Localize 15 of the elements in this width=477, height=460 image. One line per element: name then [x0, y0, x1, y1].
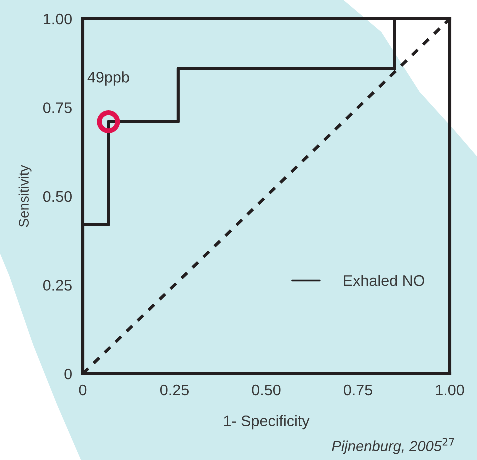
y-tick-label: 0	[64, 368, 72, 380]
y-axis-title: Sensitivity	[18, 165, 32, 228]
x-tick-label: 0.75	[344, 384, 372, 396]
y-tick-label: 0.75	[43, 102, 72, 114]
y-tick-label: 1.00	[44, 14, 72, 25]
x-tick-label: 0	[79, 384, 87, 396]
legend-label: Exhaled NO	[344, 275, 425, 286]
text: Pijnenburg, 2005$^{27}$	[332, 438, 454, 454]
y-tick-label: 0.50	[43, 191, 72, 202]
x-tick-label: 0.25	[160, 384, 189, 396]
x-tick-label: 0.50	[252, 384, 281, 396]
x-tick-label: 1.00	[436, 384, 464, 396]
x-axis-title: 1- Specificity	[224, 415, 310, 430]
y-tick-label: 0.25	[43, 280, 72, 291]
annotation: 49ppb	[88, 72, 130, 86]
